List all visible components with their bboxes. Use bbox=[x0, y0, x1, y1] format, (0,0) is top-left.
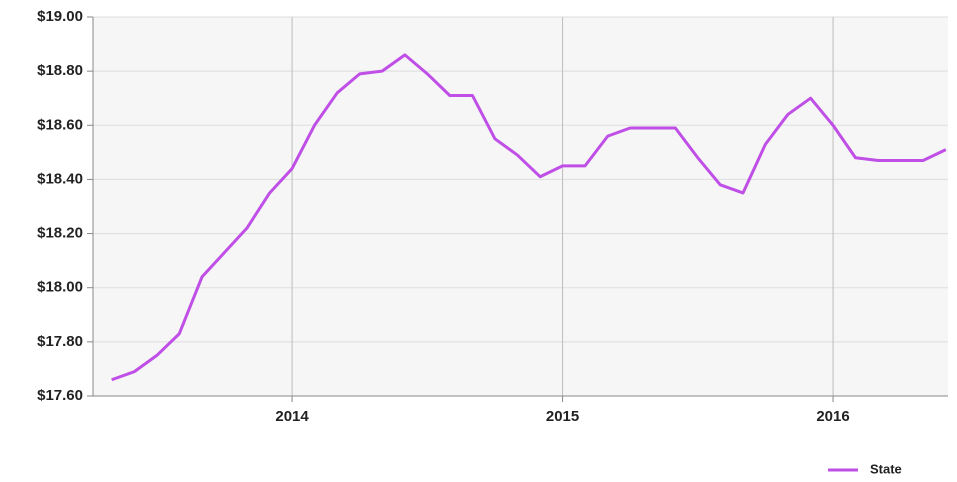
x-tick-label: 2014 bbox=[275, 408, 309, 425]
legend-label: State bbox=[870, 461, 902, 476]
y-tick-label: $17.80 bbox=[37, 333, 83, 350]
data-line bbox=[111, 53, 947, 382]
x-tick-label: 2016 bbox=[816, 408, 849, 425]
y-tick-label: $18.80 bbox=[37, 62, 83, 79]
y-tick-label: $19.00 bbox=[37, 8, 83, 25]
y-tick-label: $18.20 bbox=[37, 225, 83, 242]
plot-area bbox=[93, 17, 948, 396]
x-tick-label: 2015 bbox=[546, 408, 579, 425]
y-tick-label: $18.40 bbox=[37, 170, 83, 187]
y-tick-label: $17.60 bbox=[37, 387, 83, 404]
y-tick-label: $18.00 bbox=[37, 279, 83, 296]
y-tick-label: $18.60 bbox=[37, 116, 83, 133]
